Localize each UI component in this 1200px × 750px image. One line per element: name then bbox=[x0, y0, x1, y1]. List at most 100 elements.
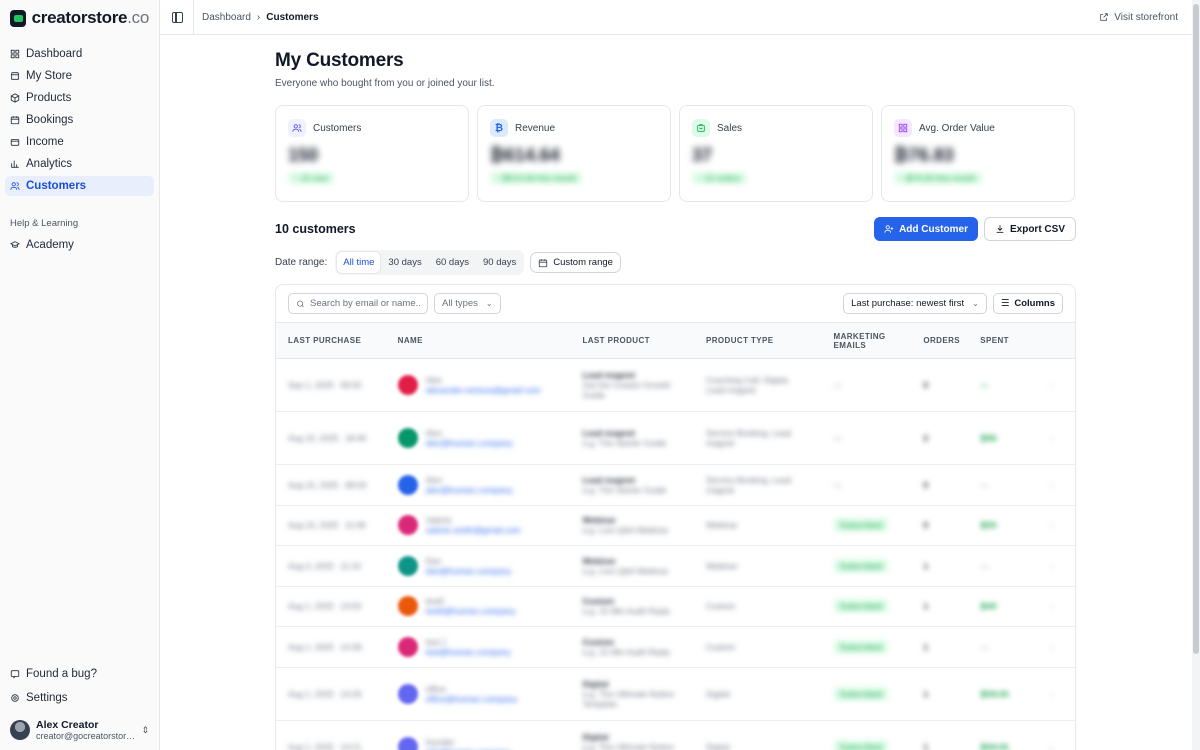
customer-name: Alex bbox=[425, 474, 443, 485]
sidebar-toggle-icon[interactable] bbox=[172, 11, 183, 23]
last-product-sub: Get the Creator Growth Guide bbox=[582, 380, 671, 400]
last-purchase-time: 08:03 bbox=[344, 479, 367, 490]
orders-count: 1 bbox=[923, 688, 929, 699]
custom-range-label: Custom range bbox=[553, 257, 613, 268]
last-product-sub: e.g. 15 Min Audit Reply bbox=[582, 646, 670, 657]
sidebar-item-dashboard[interactable]: Dashboard bbox=[5, 44, 154, 64]
external-link-icon bbox=[1100, 13, 1109, 21]
sidebar-item-analytics[interactable]: Analytics bbox=[5, 154, 154, 174]
chevron-right-icon[interactable]: › bbox=[1050, 601, 1053, 612]
scrollbar-thumb[interactable] bbox=[1193, 4, 1199, 654]
table-row[interactable]: Aug 10, 2025 11:06 Valerie valerie.smith@g… bbox=[276, 505, 1075, 546]
stat-card-sales: Sales 37 ↑ 15 orders bbox=[679, 105, 873, 202]
date-range-option-90-days[interactable]: 90 days bbox=[482, 257, 517, 268]
bar-chart-icon bbox=[10, 159, 20, 169]
page-scrollbar[interactable] bbox=[1192, 0, 1200, 750]
last-purchase-date: Aug 10, 2025 bbox=[288, 520, 339, 531]
breadcrumb-root[interactable]: Dashboard bbox=[202, 11, 251, 23]
customer-email[interactable]: alex@human.company bbox=[425, 438, 513, 448]
table-row[interactable]: Aug 15, 2025 08:03 Alex alex@human.company… bbox=[276, 464, 1075, 506]
table-row[interactable]: Aug 1, 2025 14:39 test 1 test@human.compan… bbox=[276, 626, 1075, 668]
chevron-right-icon[interactable]: › bbox=[1050, 479, 1053, 490]
stat-card-revenue: ₿ Revenue ₿614.64 ↑ ₿514.64 this month bbox=[477, 105, 671, 202]
custom-range-button[interactable]: Custom range bbox=[530, 252, 621, 273]
table-row[interactable]: Aug 1, 2025 14:21 founderinfo@human.compa… bbox=[276, 720, 1075, 750]
sidebar-item-products[interactable]: Products bbox=[5, 88, 154, 108]
orders-count: 1 bbox=[923, 601, 929, 612]
search-input[interactable] bbox=[310, 298, 420, 309]
spent-amount: — bbox=[980, 560, 989, 571]
user-name: Alex Creator bbox=[36, 719, 99, 731]
date-range-option-60-days[interactable]: 60 days bbox=[435, 257, 469, 268]
column-header[interactable]: LAST PRODUCT bbox=[570, 322, 694, 359]
date-range-option-30-days[interactable]: 30 days bbox=[388, 257, 422, 268]
column-header[interactable]: MARKETING EMAILS bbox=[821, 322, 912, 359]
customer-email[interactable]: test0@human.company bbox=[425, 606, 516, 617]
breadcrumb: Dashboard › Customers bbox=[202, 12, 319, 23]
customer-email[interactable]: alexander.ventura@gmail.com bbox=[425, 385, 541, 395]
date-range-option-all-time[interactable]: All time bbox=[337, 252, 381, 273]
stat-delta-badge: ↑ 15 new bbox=[288, 172, 335, 184]
column-header[interactable]: PRODUCT TYPE bbox=[694, 322, 822, 359]
chevron-right-icon[interactable]: › bbox=[1050, 688, 1053, 699]
settings-link[interactable]: Settings bbox=[5, 686, 154, 710]
export-csv-button[interactable]: Export CSV bbox=[983, 217, 1076, 241]
product-type: Service Booking, Lead magnet bbox=[706, 428, 792, 448]
chevron-right-icon[interactable]: › bbox=[1050, 641, 1053, 652]
content: My Customers Everyone who bought from yo… bbox=[275, 50, 1076, 750]
last-product-name: Custom bbox=[582, 596, 615, 607]
type-filter-select[interactable]: All types ⌄ bbox=[434, 293, 501, 314]
customer-avatar bbox=[397, 428, 418, 448]
sidebar-item-academy[interactable]: Academy bbox=[5, 235, 154, 255]
sort-select[interactable]: Last purchase: newest first ⌄ bbox=[843, 293, 987, 314]
table-row[interactable]: Aug 1, 2025 14:55 test0 test0@human.compan… bbox=[276, 586, 1075, 627]
stat-label: Sales bbox=[717, 122, 743, 134]
add-customer-button[interactable]: Add Customer bbox=[874, 217, 978, 241]
customer-email[interactable]: test@human.company bbox=[425, 646, 511, 657]
sidebar-item-my-store[interactable]: My Store bbox=[5, 66, 154, 86]
spent-amount: ₿96 bbox=[980, 433, 997, 443]
columns-button[interactable]: ☰ Columns bbox=[992, 293, 1063, 314]
marketing-status: Subscribed bbox=[833, 558, 889, 573]
user-plus-icon bbox=[884, 225, 894, 233]
table-row[interactable]: Sep 1, 2025 09:32 Alex alexander.ventura@g… bbox=[276, 358, 1075, 412]
column-header[interactable]: ORDERS bbox=[911, 322, 969, 359]
last-purchase-date: Aug 15, 2025 bbox=[288, 433, 339, 443]
stat-delta-badge: ↑ ₿76.83 this month bbox=[894, 172, 982, 184]
visit-storefront-link[interactable]: Visit storefront bbox=[1099, 12, 1178, 23]
chevron-right-icon[interactable]: › bbox=[1050, 741, 1053, 750]
customer-email[interactable]: valerie.smith@gmail.com bbox=[425, 525, 521, 536]
found-bug-link[interactable]: Found a bug? bbox=[5, 662, 154, 686]
chevron-right-icon[interactable]: › bbox=[1050, 560, 1053, 571]
spent-amount: — bbox=[980, 641, 989, 652]
chevron-right-icon[interactable]: › bbox=[1050, 433, 1053, 443]
sidebar-item-customers[interactable]: Customers bbox=[5, 176, 154, 196]
column-header[interactable]: NAME bbox=[385, 322, 571, 359]
brand[interactable]: creatorstore.co bbox=[0, 0, 159, 36]
customer-avatar bbox=[397, 736, 418, 750]
column-header[interactable]: LAST PURCHASE bbox=[276, 322, 386, 359]
customer-email[interactable]: dan@human.company bbox=[425, 565, 512, 576]
sidebar-item-bookings[interactable]: Bookings bbox=[5, 110, 154, 130]
customer-email[interactable]: alex@human.company bbox=[425, 484, 513, 495]
chevron-right-icon[interactable]: › bbox=[1050, 380, 1053, 390]
page-title: My Customers bbox=[275, 50, 404, 71]
table-row[interactable]: Aug 3, 2025 11:10 Dan dan@human.company Web… bbox=[276, 545, 1075, 587]
stat-card-customers: Customers 150 ↑ 15 new bbox=[275, 105, 469, 202]
sidebar-item-income[interactable]: Income bbox=[5, 132, 154, 152]
user-menu[interactable]: Alex Creator creator@gocreatorstore.c...… bbox=[5, 710, 154, 744]
table-row[interactable]: Aug 15, 2025 18:40 Alex alex@human.company… bbox=[276, 411, 1075, 465]
sidebar-item-label: Dashboard bbox=[26, 48, 83, 60]
customer-email[interactable]: office@human.company bbox=[425, 693, 518, 704]
chevron-right-icon: › bbox=[256, 11, 261, 23]
customer-email[interactable]: info@human.company bbox=[426, 747, 511, 750]
columns-icon: ☰ bbox=[1000, 298, 1010, 309]
last-product-name: Custom bbox=[582, 636, 615, 647]
table-header-row: LAST PURCHASE NAME LAST PRODUCT PRODUCT TYP… bbox=[276, 322, 1075, 359]
last-product-name: Lead magnet bbox=[582, 474, 635, 485]
column-header[interactable]: SPENT bbox=[968, 322, 1039, 359]
table-row[interactable]: Aug 1, 2025 14:26 office office@human.comp… bbox=[276, 667, 1075, 721]
customer-name: Dan bbox=[425, 555, 442, 566]
sidebar: creatorstore.co Dashboard My Store Product… bbox=[0, 0, 160, 750]
chevron-right-icon[interactable]: › bbox=[1050, 520, 1053, 531]
